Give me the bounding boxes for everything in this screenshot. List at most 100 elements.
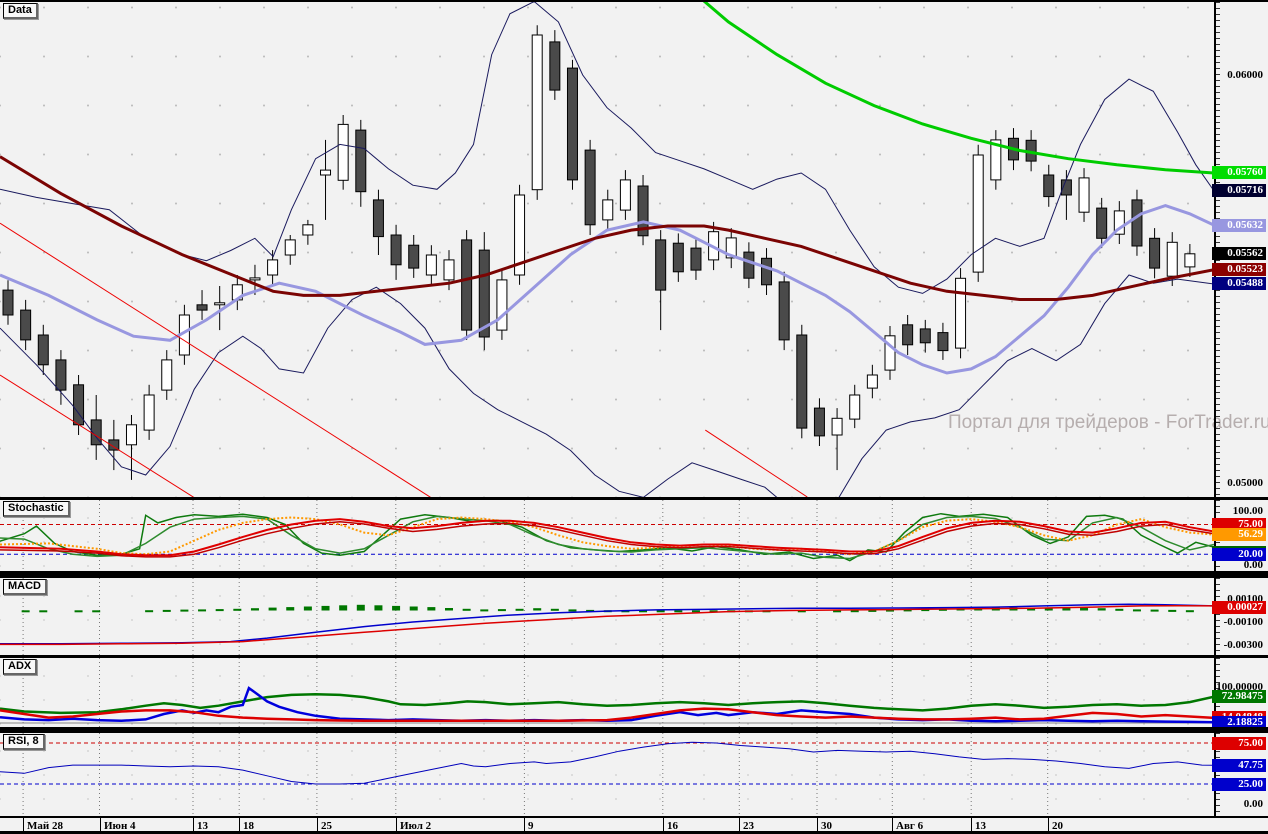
candle-down[interactable]: [690, 247, 702, 271]
candle-up[interactable]: [1184, 253, 1196, 268]
candle-up[interactable]: [972, 154, 984, 273]
adx-canvas[interactable]: [0, 658, 1214, 727]
macd-histogram-bar: [533, 608, 542, 611]
candle-up[interactable]: [161, 359, 173, 391]
candle-down[interactable]: [1043, 174, 1055, 198]
candle-up[interactable]: [284, 239, 296, 256]
macd-histogram-bar: [162, 609, 171, 612]
macd-canvas[interactable]: [0, 578, 1214, 655]
candle-down[interactable]: [355, 129, 367, 193]
candle-down[interactable]: [1131, 199, 1143, 247]
time-axis-label: Авг 6: [896, 820, 924, 832]
candle-up[interactable]: [602, 199, 614, 221]
candle-down[interactable]: [2, 289, 14, 316]
macd-histogram-bar: [1115, 608, 1124, 611]
main-chart-canvas[interactable]: [0, 2, 1214, 497]
rsi-axis-divider: [0, 816, 1268, 818]
macd-histogram-bar: [39, 610, 48, 613]
adx-rsi-divider[interactable]: [0, 727, 1268, 733]
candle-down[interactable]: [637, 185, 649, 237]
candle-down[interactable]: [196, 304, 208, 311]
time-axis-tick: [100, 818, 101, 831]
candle-up[interactable]: [320, 169, 332, 176]
candle-up[interactable]: [249, 277, 261, 281]
candle-up[interactable]: [214, 302, 226, 306]
candle-up[interactable]: [531, 34, 543, 191]
candle-up[interactable]: [866, 374, 878, 389]
time-axis-label: 13: [197, 820, 208, 832]
price-axis-ruler-rsi: [1216, 733, 1220, 816]
candle-down[interactable]: [778, 281, 790, 341]
candle-down[interactable]: [55, 359, 67, 391]
candle-down[interactable]: [390, 234, 402, 266]
candle-down[interactable]: [743, 251, 755, 279]
indicator-tab-stochastic[interactable]: Stochastic: [3, 501, 70, 517]
candle-down[interactable]: [655, 239, 667, 291]
candle-up[interactable]: [496, 279, 508, 331]
bollinger-upper: [0, 2, 1214, 294]
candle-up[interactable]: [619, 179, 631, 211]
main-stoch-divider[interactable]: [0, 497, 1268, 500]
candle-down[interactable]: [1149, 237, 1161, 269]
macd-adx-divider[interactable]: [0, 655, 1268, 658]
candle-down[interactable]: [372, 199, 384, 238]
bottom-border: [0, 831, 1268, 834]
stochastic-canvas[interactable]: [0, 500, 1214, 571]
candle-up[interactable]: [1113, 210, 1125, 235]
indicator-tab-rsi[interactable]: RSI, 8: [3, 734, 45, 750]
candle-down[interactable]: [672, 242, 684, 273]
candle-up[interactable]: [955, 277, 967, 349]
candle-down[interactable]: [20, 309, 32, 341]
candle-down[interactable]: [761, 257, 773, 286]
indicator-tab-data[interactable]: Data: [3, 3, 38, 19]
indicator-value-label: 0.00027: [1212, 601, 1266, 614]
candle-down[interactable]: [549, 41, 561, 91]
candle-up[interactable]: [125, 424, 137, 446]
candle-down[interactable]: [584, 149, 596, 226]
indicator-value-label: 75.00: [1212, 518, 1266, 531]
candle-up[interactable]: [831, 417, 843, 436]
macd-histogram-bar: [409, 606, 418, 611]
trendline-1: [0, 222, 431, 497]
candle-up[interactable]: [143, 394, 155, 431]
candle-up[interactable]: [425, 254, 437, 276]
candle-up[interactable]: [725, 237, 737, 259]
macd-histogram-bar: [656, 610, 665, 613]
candle-down[interactable]: [937, 332, 949, 352]
candle-down[interactable]: [566, 67, 578, 181]
candle-down[interactable]: [478, 249, 490, 338]
trendline-3: [705, 429, 808, 497]
candle-up[interactable]: [514, 194, 526, 276]
candle-down[interactable]: [919, 328, 931, 344]
macd-histogram-bar: [198, 609, 207, 612]
candle-down[interactable]: [461, 239, 473, 331]
candle-up[interactable]: [337, 123, 349, 181]
indicator-tab-adx[interactable]: ADX: [3, 659, 38, 675]
candle-up[interactable]: [302, 224, 314, 236]
candle-down[interactable]: [1096, 207, 1108, 239]
candle-up[interactable]: [443, 259, 455, 281]
macd-histogram-bar: [833, 610, 842, 613]
macd-histogram-bar: [639, 610, 648, 613]
candle-down[interactable]: [796, 334, 808, 429]
macd-histogram-bar: [709, 610, 718, 613]
candle-down[interactable]: [108, 439, 120, 451]
candle-up[interactable]: [267, 259, 279, 276]
candle-down[interactable]: [408, 244, 420, 269]
candle-down[interactable]: [902, 324, 914, 346]
stoch-macd-divider[interactable]: [0, 571, 1268, 578]
candle-down[interactable]: [813, 407, 825, 437]
rsi-canvas[interactable]: [0, 733, 1214, 816]
macd-histogram-bar: [921, 609, 930, 612]
candle-up[interactable]: [990, 139, 1002, 181]
candle-up[interactable]: [884, 335, 896, 371]
candle-down[interactable]: [37, 334, 49, 366]
candle-up[interactable]: [1166, 241, 1178, 277]
indicator-value-label: 47.75: [1212, 759, 1266, 772]
indicator-tab-macd[interactable]: MACD: [3, 579, 47, 595]
indicator-value-label: 0.05523: [1212, 263, 1266, 276]
candle-up[interactable]: [849, 394, 861, 420]
macd-histogram-bar: [215, 609, 224, 612]
candle-up[interactable]: [1078, 177, 1090, 213]
macd-histogram-bar: [74, 610, 83, 613]
